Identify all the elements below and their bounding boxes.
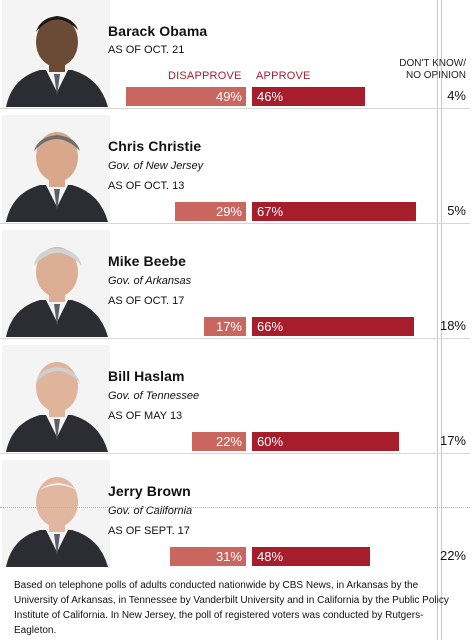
person-name: Mike Beebe <box>108 253 187 269</box>
section-jerry-brown: Jerry Brown Gov. of California AS OF SEPT.… <box>0 460 474 575</box>
section-chris-christie: Chris Christie Gov. of New Jersey AS OF OC… <box>0 115 474 230</box>
jerry-brown-portrait <box>2 460 110 567</box>
person-office: Gov. of California <box>108 505 193 517</box>
as-of-date: AS OF OCT. 17 <box>108 295 185 307</box>
footnote: Based on telephone polls of adults condu… <box>14 580 449 636</box>
person-name: Jerry Brown <box>108 483 191 499</box>
dotted-guide-line <box>0 507 470 508</box>
row-separator <box>0 223 470 224</box>
person-name: Barack Obama <box>108 23 208 39</box>
person-name: Chris Christie <box>108 138 202 154</box>
disapprove-bar: 31% <box>170 547 246 566</box>
person-office: Gov. of Arkansas <box>108 275 192 287</box>
as-of-date: AS OF SEPT. 17 <box>108 525 190 537</box>
as-of-date: AS OF OCT. 13 <box>108 180 185 192</box>
dont-know-header: DON'T KNOW/ NO OPINION <box>372 58 466 82</box>
person-office: Gov. of New Jersey <box>108 160 204 172</box>
disapprove-bar: 17% <box>204 317 246 336</box>
dont-know-header-line1: DON'T KNOW/ <box>399 58 466 69</box>
disapprove-bar: 29% <box>175 202 246 221</box>
row-separator <box>0 108 470 109</box>
dont-know-value: 22% <box>439 548 466 563</box>
chris-christie-portrait <box>2 115 110 222</box>
row-separator <box>0 453 470 454</box>
mike-beebe-portrait <box>2 230 110 337</box>
disapprove-header: DISAPPROVE <box>168 70 242 82</box>
dont-know-value: 18% <box>439 318 466 333</box>
disapprove-bar: 49% <box>126 87 246 106</box>
person-office: Gov. of Tennessee <box>108 390 200 402</box>
vertical-guide-line-right <box>441 0 442 640</box>
approve-bar: 46% <box>252 87 365 106</box>
section-bill-haslam: Bill Haslam Gov. of Tennessee AS OF MAY 13… <box>0 345 474 460</box>
approve-bar: 67% <box>252 202 416 221</box>
as-of-date: AS OF OCT. 21 <box>108 44 185 56</box>
approve-bar: 60% <box>252 432 399 451</box>
as-of-date: AS OF MAY 13 <box>108 410 183 422</box>
row-separator <box>0 338 470 339</box>
dont-know-value: 17% <box>439 433 466 448</box>
vertical-guide-line-left <box>437 0 438 640</box>
person-name: Bill Haslam <box>108 368 185 384</box>
disapprove-bar: 22% <box>192 432 246 451</box>
bill-haslam-portrait <box>2 345 110 452</box>
section-mike-beebe: Mike Beebe Gov. of Arkansas AS OF OCT. 17 1… <box>0 230 474 345</box>
section-barack-obama: Barack Obama AS OF OCT. 21 49% 46% 4% <box>0 0 474 115</box>
dont-know-value: 5% <box>447 203 466 218</box>
approve-bar: 48% <box>252 547 370 566</box>
dont-know-header-line2: NO OPINION <box>405 70 466 81</box>
barack-obama-portrait <box>2 0 110 107</box>
approve-header: APPROVE <box>256 70 311 82</box>
dont-know-value: 4% <box>447 88 466 103</box>
approve-bar: 66% <box>252 317 414 336</box>
